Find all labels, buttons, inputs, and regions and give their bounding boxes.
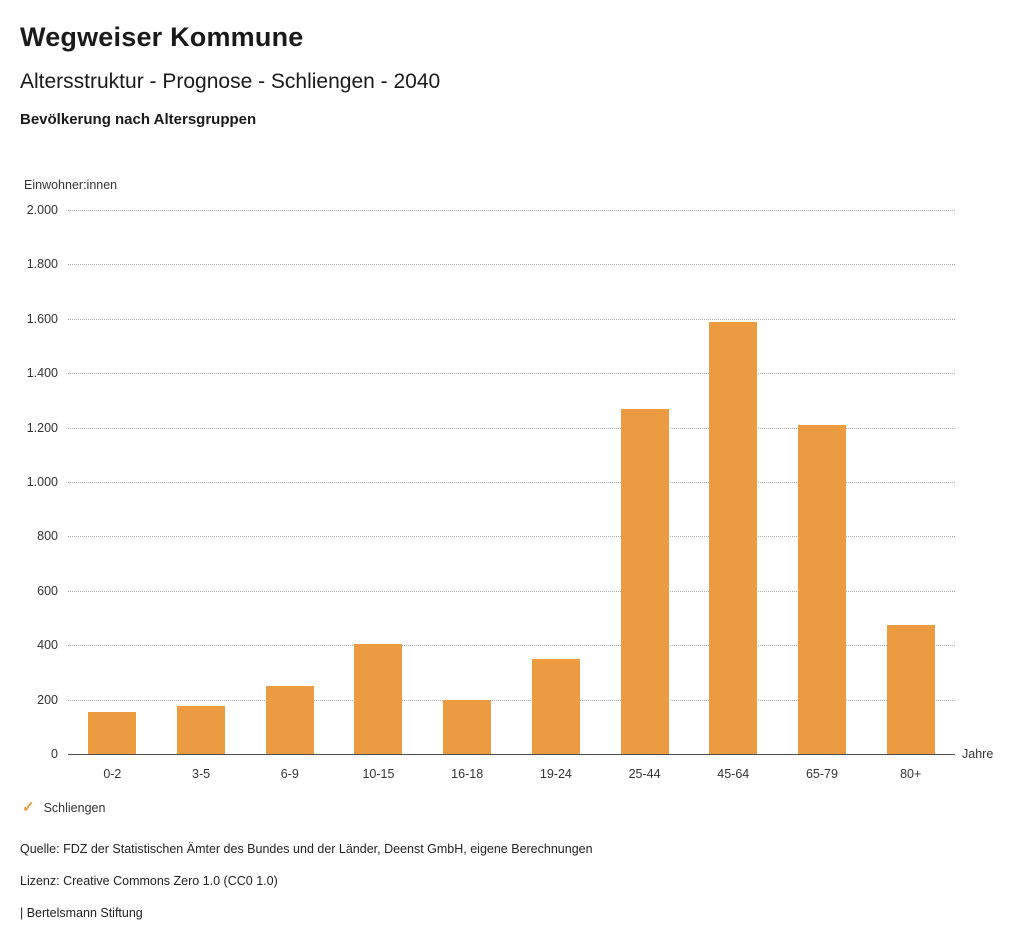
bar-45-64 — [709, 321, 758, 754]
x-tick-label: 3-5 — [192, 767, 211, 781]
y-tick-label: 0 — [51, 747, 58, 761]
bar-65-79 — [797, 424, 846, 754]
gridline — [68, 645, 955, 647]
chart-subtitle: Altersstruktur - Prognose - Schliengen -… — [20, 70, 441, 93]
source-text: Quelle: FDZ der Statistischen Ämter des … — [20, 842, 593, 856]
x-tick-label: 80+ — [900, 767, 922, 781]
x-tick-label: 10-15 — [362, 767, 395, 781]
bar-16-18 — [443, 699, 492, 754]
legend-item-schliengen[interactable]: ✓ Schliengen — [22, 800, 105, 815]
gridline — [68, 699, 955, 701]
gridline — [68, 210, 955, 211]
page-title: Wegweiser Kommune — [20, 22, 304, 52]
gridline — [68, 590, 955, 592]
bar-10-15 — [354, 643, 403, 754]
license-text: Lizenz: Creative Commons Zero 1.0 (CC0 1… — [20, 874, 278, 888]
x-tick-label: 19-24 — [539, 767, 572, 781]
bar-25-44 — [620, 408, 669, 754]
gridline — [68, 318, 955, 320]
x-tick-label: 0-2 — [103, 767, 122, 781]
gridline — [68, 427, 955, 429]
bar-slot: 0-2 — [68, 210, 157, 781]
y-tick-label: 1.200 — [26, 420, 58, 435]
bar-19-24 — [531, 658, 580, 754]
y-tick-label: 1.800 — [26, 257, 58, 272]
x-tick-label: 65-79 — [805, 767, 838, 781]
attribution-text: | Bertelsmann Stiftung — [20, 906, 143, 920]
footer: Quelle: FDZ der Statistischen Ämter des … — [20, 842, 1004, 920]
bar-slot: 19-24 — [512, 210, 601, 781]
bar-chart-plot-area: Jahre 0 200 400 600 800 1.000 1.200 1.400 1.600 1… — [27, 203, 994, 781]
bar-slot: 16-18 — [423, 210, 512, 781]
x-tick-label: 6-9 — [280, 767, 299, 781]
bar-slot: 25-44 — [600, 210, 689, 781]
bars-container: 0-2 3-5 6-9 10-15 16-18 19-24 25-44 45-64 65-79 8… — [68, 210, 955, 781]
bar-slot: 10-15 — [334, 210, 423, 781]
x-axis-baseline — [68, 754, 955, 755]
legend-label: Schliengen — [43, 800, 106, 815]
y-tick-label: 200 — [37, 692, 58, 707]
gridline — [68, 536, 955, 538]
x-tick-label: 45-64 — [717, 767, 750, 781]
gridline — [68, 373, 955, 375]
chart-heading: Bevölkerung nach Altersgruppen — [20, 111, 257, 128]
x-axis-label: Jahre — [962, 747, 994, 761]
gridline — [68, 482, 955, 483]
check-icon: ✓ — [22, 799, 35, 816]
bar-3-5 — [177, 706, 226, 754]
x-tick-label: 16-18 — [451, 767, 484, 781]
y-tick-label: 2.000 — [26, 203, 58, 217]
y-tick-label: 1.000 — [26, 475, 58, 489]
bar-6-9 — [265, 686, 314, 754]
bar-slot: 6-9 — [245, 210, 334, 781]
y-tick-label: 800 — [37, 529, 58, 544]
bar-slot: 65-79 — [778, 210, 867, 781]
bar-slot: 45-64 — [689, 210, 778, 781]
bar-slot: 80+ — [866, 210, 955, 781]
gridline — [68, 264, 955, 266]
bar-0-2 — [88, 711, 137, 754]
x-tick-label: 25-44 — [628, 767, 661, 781]
bar-80+ — [886, 624, 935, 754]
y-tick-label: 400 — [37, 638, 58, 653]
y-tick-label: 1.400 — [26, 366, 58, 381]
y-tick-label: 1.600 — [26, 311, 58, 326]
bar-slot: 3-5 — [157, 210, 246, 781]
y-tick-label: 600 — [37, 583, 58, 598]
y-axis-label: Einwohner:innen — [24, 178, 118, 192]
